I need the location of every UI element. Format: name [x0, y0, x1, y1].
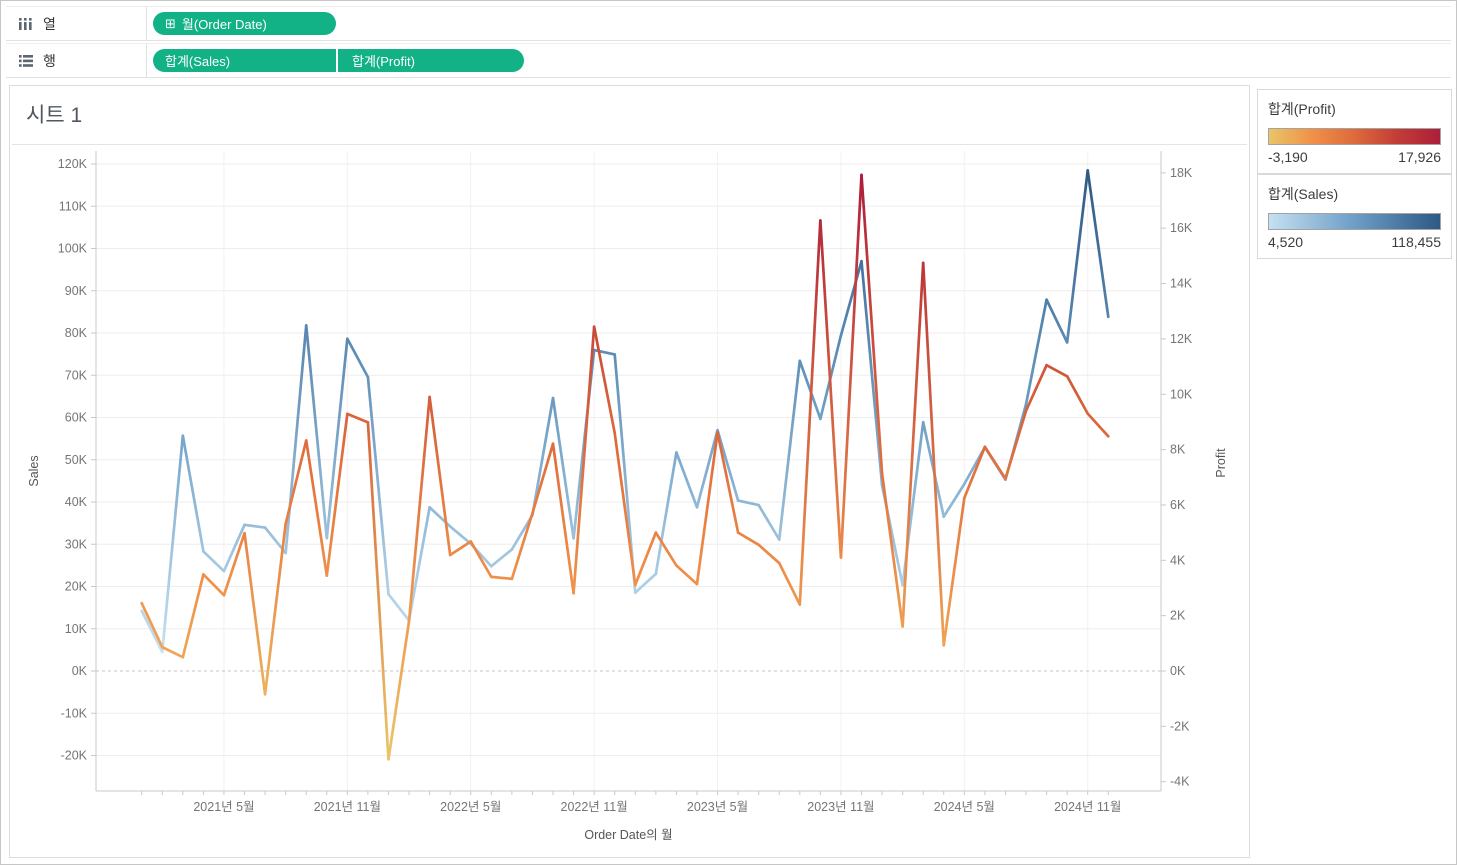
legend-sales-max: 118,455: [1391, 234, 1441, 250]
legend-profit-min: -3,190: [1268, 149, 1308, 165]
legend-sales-min: 4,520: [1268, 234, 1304, 250]
legend-profit-max: 17,926: [1398, 149, 1441, 165]
columns-shelf[interactable]: 열 ⊞ 월(Order Date): [6, 6, 1451, 41]
rows-icon: [18, 54, 34, 68]
sheet-title: 시트 1: [26, 104, 83, 127]
rows-shelf[interactable]: 행 합계(Sales) 합계(Profit): [6, 43, 1451, 78]
columns-shelf-label: 열: [43, 15, 56, 32]
pill-month-order-date[interactable]: ⊞ 월(Order Date): [153, 12, 336, 35]
pill-label: 합계(Profit): [352, 54, 415, 69]
rows-shelf-label: 행: [43, 52, 56, 69]
pill-sum-sales[interactable]: 합계(Sales): [153, 49, 336, 72]
legend-profit[interactable]: 합계(Profit) -3,190 17,926: [1257, 89, 1452, 174]
legend-sales-title: 합계(Sales): [1268, 186, 1339, 202]
expand-icon[interactable]: ⊞: [165, 16, 176, 31]
columns-shelf-header: 열: [6, 7, 147, 40]
sheet-card: 시트 1: [9, 85, 1250, 858]
legend-profit-title: 합계(Profit): [1268, 101, 1336, 117]
pill-label: 월(Order Date): [181, 17, 267, 32]
legend-sales-gradient-ramp[interactable]: [1268, 213, 1441, 230]
rows-shelf-header: 행: [6, 44, 147, 77]
columns-icon: [18, 17, 34, 31]
title-divider: [12, 144, 1247, 145]
legend-sales[interactable]: 합계(Sales) 4,520 118,455: [1257, 174, 1452, 259]
pill-label: 합계(Sales): [165, 54, 231, 69]
pill-sum-profit[interactable]: 합계(Profit): [338, 49, 524, 72]
legend-profit-gradient-ramp[interactable]: [1268, 128, 1441, 145]
